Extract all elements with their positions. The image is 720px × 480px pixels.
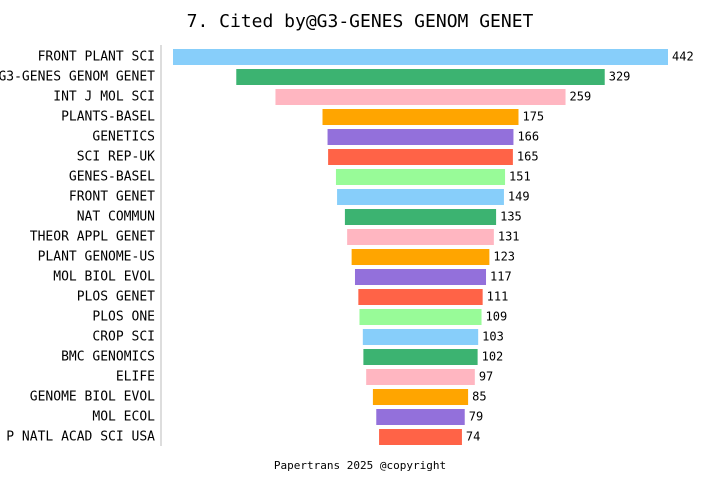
y-tick-label: MOL ECOL: [92, 410, 155, 425]
y-tick-label: FRONT PLANT SCI: [38, 50, 155, 65]
bar: [379, 429, 462, 445]
value-label: 442: [672, 50, 694, 64]
y-tick-label: PLANT GENOME-US: [38, 250, 155, 265]
value-label: 111: [487, 290, 509, 304]
chart-title: 7. Cited by@G3-GENES GENOM GENET: [187, 11, 534, 32]
bar: [335, 169, 506, 185]
value-label: 74: [466, 430, 480, 444]
bar: [358, 289, 483, 305]
bar: [372, 389, 469, 405]
bar: [354, 269, 487, 285]
value-label: 85: [472, 390, 486, 404]
bar: [337, 189, 504, 205]
value-label: 123: [493, 250, 515, 264]
y-tick-label: PLOS ONE: [92, 310, 155, 325]
value-label: 149: [508, 190, 530, 204]
bar: [327, 129, 514, 145]
bar: [328, 149, 513, 165]
value-label: 79: [469, 410, 483, 424]
y-tick-label: NAT COMMUN: [77, 210, 155, 225]
y-tick-label: MOL BIOL EVOL: [53, 270, 155, 285]
bar: [363, 349, 478, 365]
value-label: 102: [482, 350, 504, 364]
bar: [347, 229, 494, 245]
footer: Papertrans 2025 @copyright: [274, 459, 446, 472]
bar: [173, 49, 668, 65]
value-label: 175: [522, 110, 544, 124]
bar: [322, 109, 519, 125]
y-tick-label: FRONT GENET: [69, 190, 155, 205]
value-label: 165: [517, 150, 539, 164]
y-tick-label: BMC GENOMICS: [61, 350, 155, 365]
y-tick-label: THEOR APPL GENET: [30, 230, 155, 245]
y-tick-label: CROP SCI: [92, 330, 155, 345]
bar: [275, 89, 566, 105]
y-tick-label: SCI REP-UK: [77, 150, 155, 165]
value-label: 166: [517, 130, 539, 144]
bar: [351, 249, 490, 265]
bar: [236, 69, 605, 85]
value-label: 131: [498, 230, 520, 244]
y-tick-label: P NATL ACAD SCI USA: [6, 430, 155, 445]
y-tick-label: PLANTS-BASEL: [61, 110, 155, 125]
value-label: 117: [490, 270, 512, 284]
y-tick-label: GENETICS: [92, 130, 155, 145]
value-label: 135: [500, 210, 522, 224]
bar: [359, 309, 482, 325]
y-tick-label: GENOME BIOL EVOL: [30, 390, 155, 405]
bar: [362, 329, 479, 345]
bar: [344, 209, 497, 225]
y-tick-label: G3-GENES GENOM GENET: [0, 70, 155, 85]
value-label: 103: [482, 330, 504, 344]
value-label: 97: [479, 370, 493, 384]
y-tick-label: INT J MOL SCI: [53, 90, 155, 105]
value-label: 329: [609, 70, 631, 84]
value-label: 109: [486, 310, 508, 324]
value-label: 259: [570, 90, 592, 104]
y-tick-label: PLOS GENET: [77, 290, 155, 305]
value-label: 151: [509, 170, 531, 184]
y-tick-label: ELIFE: [116, 370, 155, 385]
bar: [376, 409, 465, 425]
y-tick-label: GENES-BASEL: [69, 170, 155, 185]
bar: [366, 369, 475, 385]
